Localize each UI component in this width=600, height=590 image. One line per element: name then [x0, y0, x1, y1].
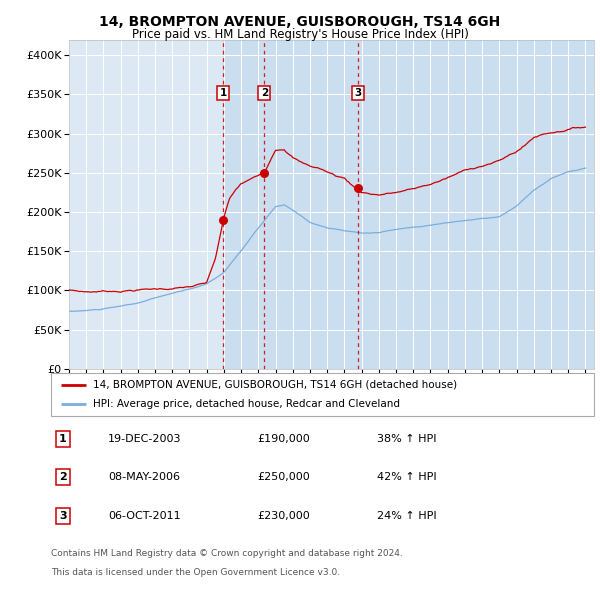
Text: 42% ↑ HPI: 42% ↑ HPI — [377, 473, 436, 482]
Bar — [223, 40, 600, 369]
Text: 38% ↑ HPI: 38% ↑ HPI — [377, 434, 436, 444]
Text: 14, BROMPTON AVENUE, GUISBOROUGH, TS14 6GH (detached house): 14, BROMPTON AVENUE, GUISBOROUGH, TS14 6… — [94, 380, 457, 390]
Text: This data is licensed under the Open Government Licence v3.0.: This data is licensed under the Open Gov… — [51, 568, 340, 577]
Text: £190,000: £190,000 — [257, 434, 310, 444]
Text: 24% ↑ HPI: 24% ↑ HPI — [377, 511, 436, 521]
Text: 2: 2 — [261, 88, 268, 98]
Text: Price paid vs. HM Land Registry's House Price Index (HPI): Price paid vs. HM Land Registry's House … — [131, 28, 469, 41]
Text: £230,000: £230,000 — [257, 511, 310, 521]
Text: 06-OCT-2011: 06-OCT-2011 — [108, 511, 181, 521]
Text: 1: 1 — [59, 434, 67, 444]
Text: 3: 3 — [59, 511, 67, 521]
Text: 14, BROMPTON AVENUE, GUISBOROUGH, TS14 6GH: 14, BROMPTON AVENUE, GUISBOROUGH, TS14 6… — [100, 15, 500, 29]
Text: 08-MAY-2006: 08-MAY-2006 — [108, 473, 180, 482]
FancyBboxPatch shape — [51, 373, 594, 416]
Text: 3: 3 — [354, 88, 361, 98]
Text: 2: 2 — [59, 473, 67, 482]
Text: £250,000: £250,000 — [257, 473, 310, 482]
Text: 1: 1 — [220, 88, 227, 98]
Text: 19-DEC-2003: 19-DEC-2003 — [108, 434, 182, 444]
Text: Contains HM Land Registry data © Crown copyright and database right 2024.: Contains HM Land Registry data © Crown c… — [51, 549, 403, 558]
Text: HPI: Average price, detached house, Redcar and Cleveland: HPI: Average price, detached house, Redc… — [94, 399, 400, 409]
